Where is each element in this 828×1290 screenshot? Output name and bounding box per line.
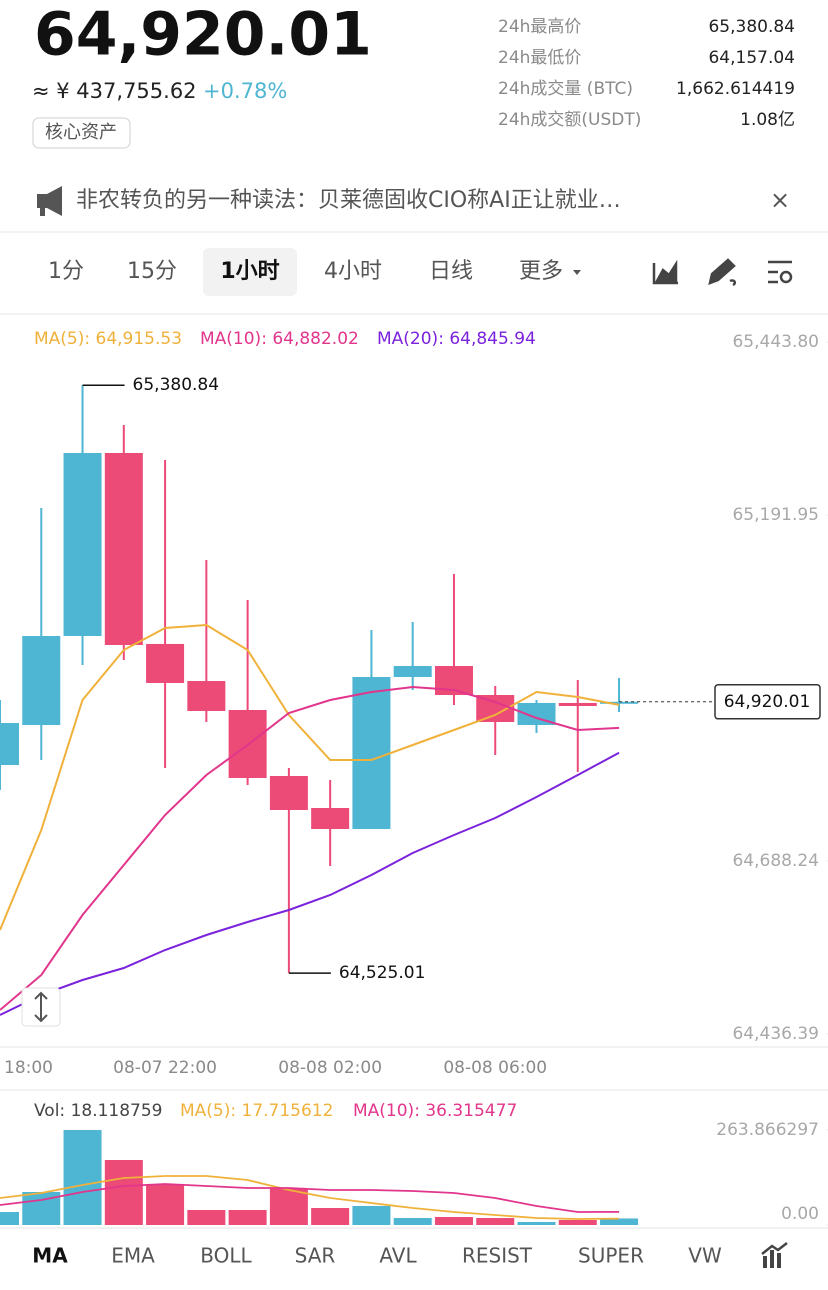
tab[interactable]: 1分: [48, 259, 84, 284]
y-tick-label: 0.00: [781, 1204, 819, 1224]
candle-body: [600, 701, 639, 704]
volume-bar: [600, 1218, 639, 1225]
candle-body: [517, 702, 556, 726]
tab-selected-bg[interactable]: [203, 248, 297, 296]
tab[interactable]: 更多: [519, 259, 563, 284]
last-price-label: 64,920.01: [724, 692, 811, 712]
indicator-tab[interactable]: AVL: [379, 1244, 417, 1268]
tab[interactable]: 15分: [127, 259, 177, 284]
tab[interactable]: 日线: [429, 259, 473, 284]
volume-bar: [0, 1212, 19, 1225]
settings-icon[interactable]: [768, 260, 793, 284]
tag[interactable]: 核心资产: [45, 122, 117, 143]
candle-body: [393, 666, 432, 678]
volume-bar: [187, 1209, 226, 1225]
stat-label: 24h最高价: [498, 17, 581, 37]
ma-line: [0, 685, 620, 1011]
stat-label: 24h成交额(USDT): [498, 110, 641, 130]
scroll-handle[interactable]: [21, 987, 61, 1027]
stat-value: 65,380.84: [708, 17, 795, 37]
y-tick-label: 64,688.24: [732, 851, 819, 871]
tabs: 1分 15分 1小时 4小时 日线 更多: [48, 248, 581, 296]
y-tick-label: 263.866297: [716, 1120, 819, 1140]
legend-entry: MA(10): 64,882.02: [200, 329, 359, 349]
stats: 24h最高价 65,380.84 24h最低价 64,157.04 24h成交量 (BT…: [498, 17, 795, 130]
volume-bar: [517, 1222, 556, 1225]
tab[interactable]: 4小时: [324, 259, 382, 284]
x-tick-label: 18:00: [4, 1058, 53, 1078]
ma-line: [0, 623, 620, 931]
draw-icon[interactable]: [708, 258, 737, 287]
candle-body: [352, 677, 391, 830]
x-tick-label: 08-08 06:00: [443, 1058, 547, 1078]
cny-price: ≈ ¥ 437,755.62: [32, 79, 197, 103]
indicator-tab[interactable]: VW: [688, 1244, 722, 1268]
candle-body: [558, 702, 597, 706]
annotation-label: 64,525.01: [339, 963, 426, 983]
candle-body: [311, 807, 350, 830]
volume-bar: [393, 1218, 432, 1225]
indicator-tab[interactable]: RESIST: [462, 1244, 533, 1268]
volume-bar: [269, 1187, 308, 1225]
volume-bar: [352, 1205, 391, 1225]
annotation-label: 65,380.84: [133, 375, 220, 395]
volume-bar: [104, 1160, 143, 1225]
candle-body: [187, 680, 226, 712]
volume-bar: [228, 1209, 267, 1225]
last-price-box: [714, 684, 821, 720]
stat-label: 24h成交量 (BTC): [498, 79, 633, 99]
candle-body: [269, 775, 308, 810]
volume-chart: 0.00 263.866297 Vol: 18.118759 MA(5): 17.71…: [0, 1101, 828, 1226]
legend-entry: MA(10): 36.315477: [353, 1101, 517, 1121]
indicator-tab[interactable]: SUPER: [578, 1244, 644, 1268]
indicator-tab[interactable]: SAR: [295, 1244, 336, 1268]
x-tick-label: 08-07 22:00: [113, 1058, 217, 1078]
volume-ma-line: [0, 1175, 620, 1220]
y-tick-label: 65,443.80: [732, 332, 819, 352]
volume-title: Vol: 18.118759: [34, 1101, 163, 1121]
indicator-settings-icon[interactable]: [761, 1242, 788, 1268]
x-tick-label: 08-08 02:00: [278, 1058, 382, 1078]
legend-entry: MA(5): 64,915.53: [34, 329, 182, 349]
stat-value: 1.08亿: [740, 110, 795, 130]
last-price: 64,920.01: [34, 0, 372, 70]
stat-label: 24h最低价: [498, 48, 581, 68]
indicator-tab[interactable]: EMA: [111, 1244, 155, 1268]
ma-line: [0, 751, 620, 1016]
volume-bar: [476, 1218, 515, 1225]
stat-value: 1,662.614419: [676, 79, 795, 99]
legend-entry: MA(5): 17.715612: [180, 1101, 333, 1121]
y-tick-label: 65,191.95: [732, 505, 819, 525]
volume-bar: [434, 1217, 473, 1225]
price-chart: 65,443.80 65,191.95 64,688.24 64,436.39 18:0…: [0, 329, 828, 1078]
candle-body: [0, 723, 19, 765]
volume-bar: [63, 1130, 102, 1225]
y-tick-label: 64,436.39: [732, 1024, 819, 1044]
news-close[interactable]: ×: [770, 186, 790, 214]
dropdown-arrow[interactable]: [573, 270, 581, 275]
candle-body: [104, 453, 143, 645]
candle-body: [146, 643, 185, 683]
volume-ma-line: [0, 1183, 620, 1213]
legend-entry: MA(20): 64,845.94: [377, 329, 536, 349]
news-text[interactable]: 非农转负的另一种读法：贝莱德固收CIO称AI正让就业…: [76, 188, 621, 213]
tab[interactable]: 1小时: [220, 259, 279, 284]
chart-type-icon[interactable]: [652, 259, 678, 285]
price-change: +0.78%: [203, 79, 287, 103]
stat-value: 64,157.04: [708, 48, 795, 68]
candle-body: [63, 453, 102, 636]
indicator-tab[interactable]: MA: [32, 1244, 68, 1268]
tag-box[interactable]: [32, 117, 131, 149]
news-icon: [37, 186, 62, 216]
volume-bar: [311, 1208, 350, 1225]
indicator-tabs: MA EMA BOLL SAR AVL RESIST SUPER VW: [32, 1244, 722, 1268]
volume-bar: [146, 1183, 185, 1225]
candle-body: [22, 635, 61, 726]
indicator-tab[interactable]: BOLL: [200, 1244, 252, 1268]
volume-bar: [558, 1219, 597, 1225]
